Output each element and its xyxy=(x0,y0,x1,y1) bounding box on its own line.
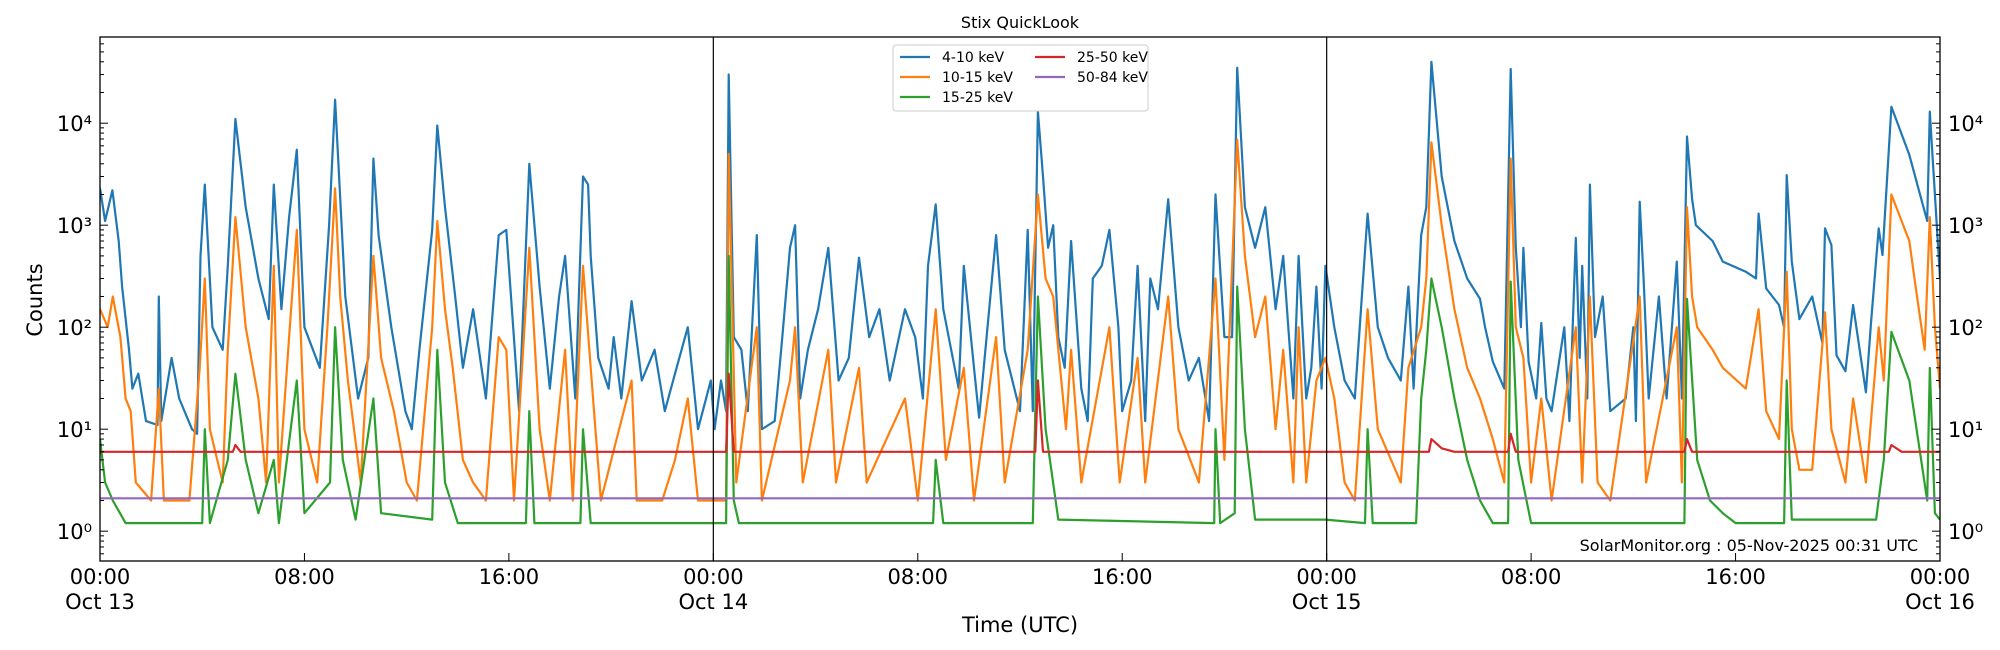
x-tick-label: 00:00 xyxy=(1296,565,1357,589)
legend-item: 50-84 keV xyxy=(1035,70,1148,86)
footer-credit: SolarMonitor.org : 05-Nov-2025 00:31 UTC xyxy=(1580,536,1918,555)
y-tick-label-right: 10² xyxy=(1948,316,1983,340)
legend-item: 10-15 keV xyxy=(900,70,1013,86)
legend-item: 25-50 keV xyxy=(1035,50,1148,66)
x-tick-label: Oct 14 xyxy=(678,590,748,614)
series-line-4-10-kev xyxy=(100,60,1940,435)
legend-item: 15-25 keV xyxy=(900,90,1013,106)
series-line-10-15-kev xyxy=(100,138,1940,502)
x-tick-label: 08:00 xyxy=(274,565,335,589)
legend-item: 4-10 keV xyxy=(900,50,1004,66)
legend-label: 15-25 keV xyxy=(942,90,1013,106)
x-tick-label: 08:00 xyxy=(1501,565,1562,589)
x-tick-label: Oct 13 xyxy=(65,590,135,614)
chart-title: Stix QuickLook xyxy=(961,13,1080,32)
y-tick-label-right: 10⁰ xyxy=(1948,520,1983,544)
x-tick-label: 00:00 xyxy=(683,565,744,589)
day-boundary-lines xyxy=(712,37,1328,561)
x-tick-label: 16:00 xyxy=(479,565,540,589)
x-tick-label: 08:00 xyxy=(888,565,949,589)
y-tick-label-right: 10⁴ xyxy=(1948,112,1983,136)
x-tick-label: Oct 16 xyxy=(1905,590,1975,614)
legend: 4-10 keV 10-15 keV 15-25 keV 25-50 keV 50-84… xyxy=(892,44,1149,112)
y-tick-label: 10³ xyxy=(57,214,92,238)
legend-label: 10-15 keV xyxy=(942,70,1013,86)
x-axis-label: Time (UTC) xyxy=(961,613,1078,637)
series-layer xyxy=(100,60,1940,525)
plot-frame xyxy=(99,36,1941,562)
y-axis-label: Counts xyxy=(23,263,47,336)
y-tick-label-right: 10¹ xyxy=(1948,418,1983,442)
x-tick-label: Oct 15 xyxy=(1292,590,1362,614)
y-tick-label: 10⁴ xyxy=(57,112,92,136)
y-tick-label: 10² xyxy=(57,316,92,340)
series-line-25-50-kev xyxy=(100,372,1940,453)
series-line-15-25-kev xyxy=(100,254,1940,525)
legend-label: 25-50 keV xyxy=(1077,50,1148,66)
x-tick-label: 00:00 xyxy=(1910,565,1971,589)
x-tick-label: 00:00 xyxy=(70,565,131,589)
y-tick-label-right: 10³ xyxy=(1948,214,1983,238)
legend-label: 4-10 keV xyxy=(942,50,1004,66)
y-tick-label: 10⁰ xyxy=(57,520,92,544)
legend-label: 50-84 keV xyxy=(1077,70,1148,86)
y-tick-label: 10¹ xyxy=(57,418,92,442)
x-tick-label: 16:00 xyxy=(1092,565,1153,589)
x-tick-label: 16:00 xyxy=(1705,565,1766,589)
legend-box xyxy=(892,44,1149,112)
